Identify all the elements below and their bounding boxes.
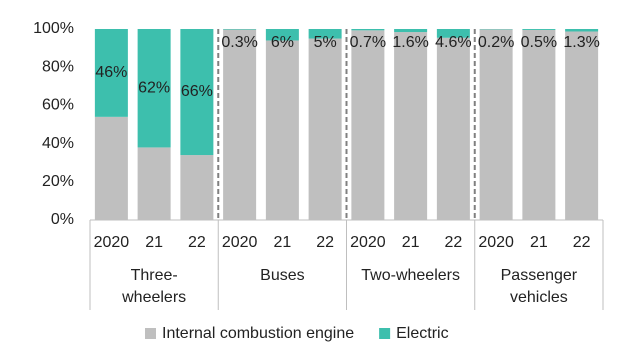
bar-segment: [436, 29, 470, 38]
bar-segment: [137, 147, 171, 220]
bar-segment: [565, 29, 599, 32]
y-tick-label: 100%: [33, 20, 74, 37]
x-tick-label: 22: [188, 234, 206, 251]
x-tick-label: 21: [273, 234, 291, 251]
x-tick-label: 21: [530, 234, 548, 251]
bar-segment: [479, 29, 513, 220]
bar-segment: [223, 29, 257, 221]
group-label: wheelers: [121, 289, 186, 306]
bar-segment: [94, 29, 128, 117]
y-tick-label: 60%: [42, 97, 74, 114]
bar-segment: [351, 30, 385, 220]
x-tick-label: 21: [145, 234, 163, 251]
bar-segment: [223, 29, 257, 30]
bar-segment: [180, 155, 214, 220]
bar-segment: [265, 29, 299, 41]
value-label: 66%: [181, 83, 213, 100]
bar-segment: [137, 29, 171, 148]
bar-segment: [522, 29, 556, 220]
value-label: 62%: [138, 79, 170, 96]
y-tick-label: 40%: [42, 135, 74, 152]
value-label: 0.7%: [350, 34, 386, 51]
x-tick-label: 21: [402, 234, 420, 251]
x-tick-label: 22: [573, 234, 591, 251]
value-label: 0.5%: [521, 34, 557, 51]
legend-swatch: [145, 328, 156, 339]
x-tick-label: 2020: [478, 234, 514, 251]
group-label: vehicles: [510, 289, 568, 306]
legend-label: Internal combustion engine: [162, 325, 354, 342]
x-tick-label: 2020: [350, 234, 386, 251]
y-tick-label: 0%: [51, 211, 74, 228]
value-label: 0.3%: [221, 34, 257, 51]
bar-segment: [351, 29, 385, 31]
group-label: Two-wheelers: [361, 267, 460, 284]
value-label: 1.3%: [563, 34, 599, 51]
value-label: 6%: [271, 34, 294, 51]
bar-segment: [180, 29, 214, 156]
value-label: 1.6%: [392, 34, 428, 51]
bar-segment: [565, 31, 599, 220]
bar-segment: [522, 29, 556, 30]
bar-segment: [265, 40, 299, 221]
bar-segment: [94, 116, 128, 220]
group-label: Buses: [260, 267, 304, 284]
bar-segment: [308, 29, 342, 39]
bar-segment: [394, 29, 428, 33]
value-label: 46%: [95, 64, 127, 81]
x-tick-label: 22: [444, 234, 462, 251]
value-label: 4.6%: [435, 34, 471, 51]
y-tick-label: 80%: [42, 58, 74, 75]
value-label: 5%: [314, 34, 337, 51]
bar-segment: [394, 32, 428, 220]
x-tick-label: 22: [316, 234, 334, 251]
group-label: Three-: [131, 267, 178, 284]
value-label: 0.2%: [478, 34, 514, 51]
x-tick-label: 2020: [222, 234, 258, 251]
x-tick-label: 2020: [94, 234, 130, 251]
group-label: Passenger: [501, 267, 578, 284]
legend-swatch: [379, 328, 391, 339]
bar-segment: [436, 37, 470, 221]
bar-segment: [308, 38, 342, 220]
y-tick-label: 20%: [42, 173, 74, 190]
legend-label: Electric: [396, 325, 448, 342]
